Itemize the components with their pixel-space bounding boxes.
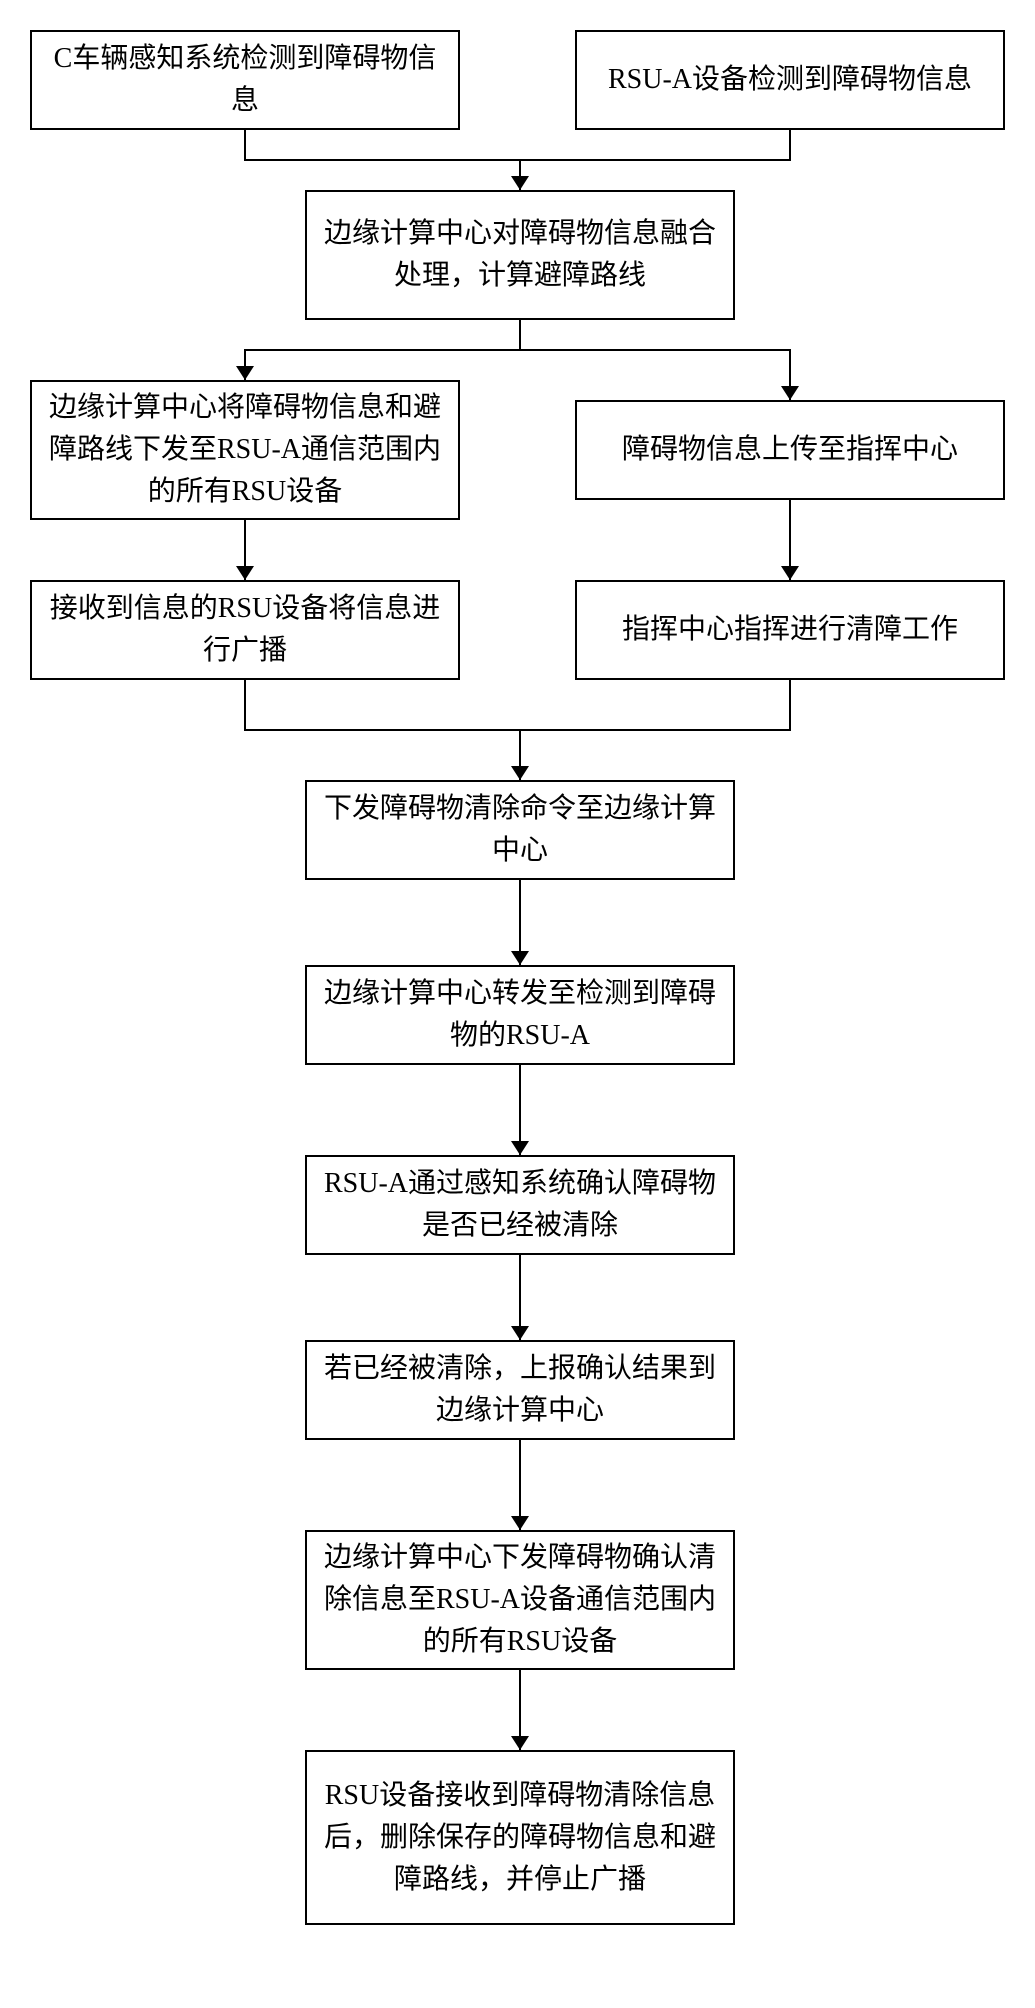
node-text: 若已经被清除，上报确认结果到边缘计算中心 — [321, 1348, 719, 1432]
node-n10: RSU-A通过感知系统确认障碍物是否已经被清除 — [305, 1155, 735, 1255]
node-text: RSU-A通过感知系统确认障碍物是否已经被清除 — [321, 1163, 719, 1247]
node-text: RSU-A设备检测到障碍物信息 — [608, 59, 972, 101]
node-text: 边缘计算中心转发至检测到障碍物的RSU-A — [321, 973, 719, 1057]
node-text: 边缘计算中心对障碍物信息融合处理，计算避障路线 — [321, 213, 719, 297]
node-text: 指挥中心指挥进行清障工作 — [622, 609, 958, 651]
node-n13: RSU设备接收到障碍物清除信息后，删除保存的障碍物信息和避障路线，并停止广播 — [305, 1750, 735, 1925]
node-text: 障碍物信息上传至指挥中心 — [622, 429, 958, 471]
node-n7: 指挥中心指挥进行清障工作 — [575, 580, 1005, 680]
node-n6: 接收到信息的RSU设备将信息进行广播 — [30, 580, 460, 680]
node-n11: 若已经被清除，上报确认结果到边缘计算中心 — [305, 1340, 735, 1440]
node-text: RSU设备接收到障碍物清除信息后，删除保存的障碍物信息和避障路线，并停止广播 — [321, 1775, 719, 1901]
node-n12: 边缘计算中心下发障碍物确认清除信息至RSU-A设备通信范围内的所有RSU设备 — [305, 1530, 735, 1670]
node-n8: 下发障碍物清除命令至边缘计算中心 — [305, 780, 735, 880]
node-text: C车辆感知系统检测到障碍物信息 — [46, 38, 444, 122]
node-n4: 边缘计算中心将障碍物信息和避障路线下发至RSU-A通信范围内的所有RSU设备 — [30, 380, 460, 520]
node-n3: 边缘计算中心对障碍物信息融合处理，计算避障路线 — [305, 190, 735, 320]
node-n9: 边缘计算中心转发至检测到障碍物的RSU-A — [305, 965, 735, 1065]
node-text: 接收到信息的RSU设备将信息进行广播 — [46, 588, 444, 672]
node-n5: 障碍物信息上传至指挥中心 — [575, 400, 1005, 500]
node-text: 边缘计算中心将障碍物信息和避障路线下发至RSU-A通信范围内的所有RSU设备 — [46, 387, 444, 513]
node-text: 下发障碍物清除命令至边缘计算中心 — [321, 788, 719, 872]
node-n1: C车辆感知系统检测到障碍物信息 — [30, 30, 460, 130]
node-n2: RSU-A设备检测到障碍物信息 — [575, 30, 1005, 130]
node-text: 边缘计算中心下发障碍物确认清除信息至RSU-A设备通信范围内的所有RSU设备 — [321, 1537, 719, 1663]
